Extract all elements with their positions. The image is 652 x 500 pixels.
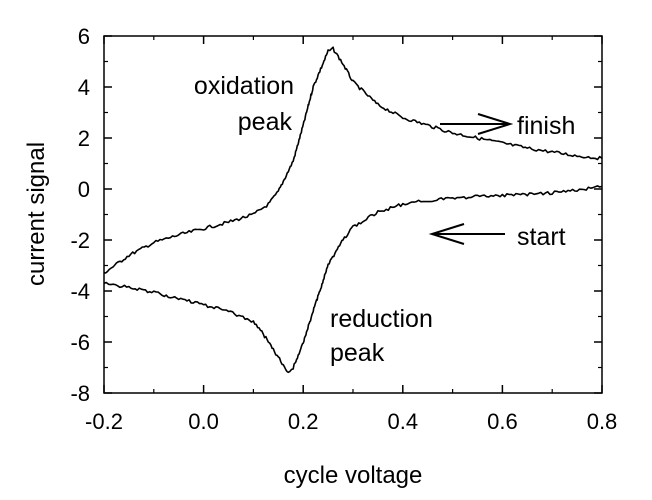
y-axis-title: current signal: [23, 142, 50, 286]
reduction-peak-label-line1: reduction: [330, 305, 433, 333]
y-tick-label: 6: [78, 24, 90, 49]
start-arrow-icon: [428, 223, 505, 245]
start-label: start: [517, 223, 566, 251]
x-tick-label: 0.6: [487, 409, 518, 434]
x-tick-label: 0.8: [587, 409, 618, 434]
x-axis-ticks: -0.2 0.0 0.2 0.4 0.6 0.8: [85, 36, 617, 434]
y-tick-label: 4: [78, 75, 90, 100]
y-tick-label: 0: [78, 177, 90, 202]
reduction-sweep-line: [103, 185, 603, 374]
series-layer: [103, 46, 603, 374]
x-tick-label: 0.0: [188, 409, 219, 434]
y-tick-label: 2: [78, 126, 90, 151]
reduction-peak-label-line2: peak: [330, 339, 385, 367]
y-tick-label: -6: [70, 330, 90, 355]
y-tick-label: -4: [70, 279, 90, 304]
y-tick-label: -2: [70, 228, 90, 253]
y-axis-ticks: -8 -6 -4 -2 0 2 4 6: [70, 24, 602, 406]
finish-arrow-icon: [440, 113, 514, 135]
y-tick-label: -8: [70, 381, 90, 406]
oxidation-peak-label-line2: peak: [238, 108, 293, 136]
x-tick-label: 0.4: [388, 409, 419, 434]
oxidation-peak-label-line1: oxidation: [194, 72, 294, 100]
x-axis-title: cycle voltage: [284, 462, 423, 489]
x-tick-label: 0.2: [288, 409, 319, 434]
x-tick-label: -0.2: [85, 409, 123, 434]
finish-label: finish: [517, 112, 575, 140]
oxidation-sweep-line: [103, 46, 603, 274]
